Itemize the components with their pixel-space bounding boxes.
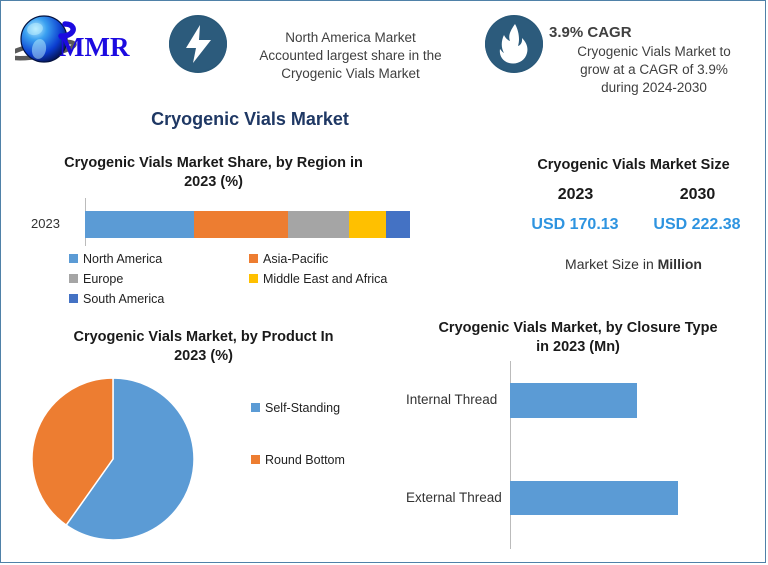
svg-text:MMR: MMR xyxy=(59,32,130,62)
